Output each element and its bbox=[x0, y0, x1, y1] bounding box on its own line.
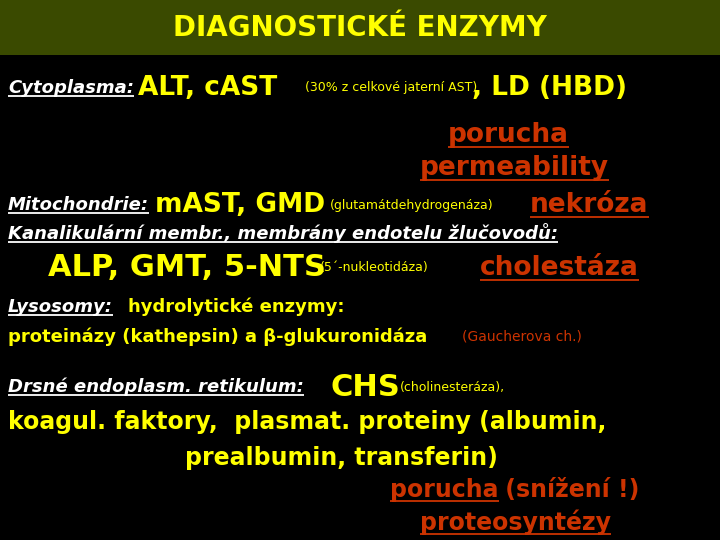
Text: nekróza: nekróza bbox=[530, 192, 649, 218]
Text: proteinázy (kathepsin) a β-glukuronidáza: proteinázy (kathepsin) a β-glukuronidáza bbox=[8, 328, 427, 346]
Text: (cholinesteráza),: (cholinesteráza), bbox=[400, 381, 505, 394]
Text: prealbumin, transferin): prealbumin, transferin) bbox=[185, 446, 498, 470]
Text: mAST, GMD: mAST, GMD bbox=[155, 192, 325, 218]
Text: (snížení !): (snížení !) bbox=[497, 478, 639, 502]
Text: permeability: permeability bbox=[420, 155, 609, 181]
Text: Lysosomy:: Lysosomy: bbox=[8, 298, 113, 316]
Text: porucha: porucha bbox=[448, 122, 569, 148]
Text: Drsné endoplasm. retikulum:: Drsné endoplasm. retikulum: bbox=[8, 378, 304, 396]
Text: Kanalikulární membr., membrány endotelu žlučovodů:: Kanalikulární membr., membrány endotelu … bbox=[8, 223, 558, 243]
Text: (glutamátdehydrogenáza): (glutamátdehydrogenáza) bbox=[330, 199, 494, 212]
Text: CHS: CHS bbox=[330, 373, 400, 402]
Text: cholestáza: cholestáza bbox=[480, 255, 639, 281]
Text: DIAGNOSTICKÉ ENZYMY: DIAGNOSTICKÉ ENZYMY bbox=[173, 14, 547, 42]
Text: koagul. faktory,  plasmat. proteiny (albumin,: koagul. faktory, plasmat. proteiny (albu… bbox=[8, 410, 606, 434]
Text: hydrolytické enzymy:: hydrolytické enzymy: bbox=[128, 298, 344, 316]
Text: , LD (HBD): , LD (HBD) bbox=[472, 75, 627, 101]
Text: Mitochondrie:: Mitochondrie: bbox=[8, 196, 149, 214]
Text: (30% z celkové jaterní AST): (30% z celkové jaterní AST) bbox=[305, 82, 477, 94]
Text: porucha: porucha bbox=[390, 478, 498, 502]
Text: Cytoplasma:: Cytoplasma: bbox=[8, 79, 134, 97]
Text: proteosyntézy: proteosyntézy bbox=[420, 509, 611, 535]
Text: ALT, cAST: ALT, cAST bbox=[138, 75, 277, 101]
Text: (Gaucherova ch.): (Gaucherova ch.) bbox=[462, 330, 582, 344]
Text: (5´-nukleotidáza): (5´-nukleotidáza) bbox=[320, 261, 428, 274]
Bar bbox=[0, 0, 720, 55]
Text: ALP, GMT, 5-NTS: ALP, GMT, 5-NTS bbox=[48, 253, 326, 282]
